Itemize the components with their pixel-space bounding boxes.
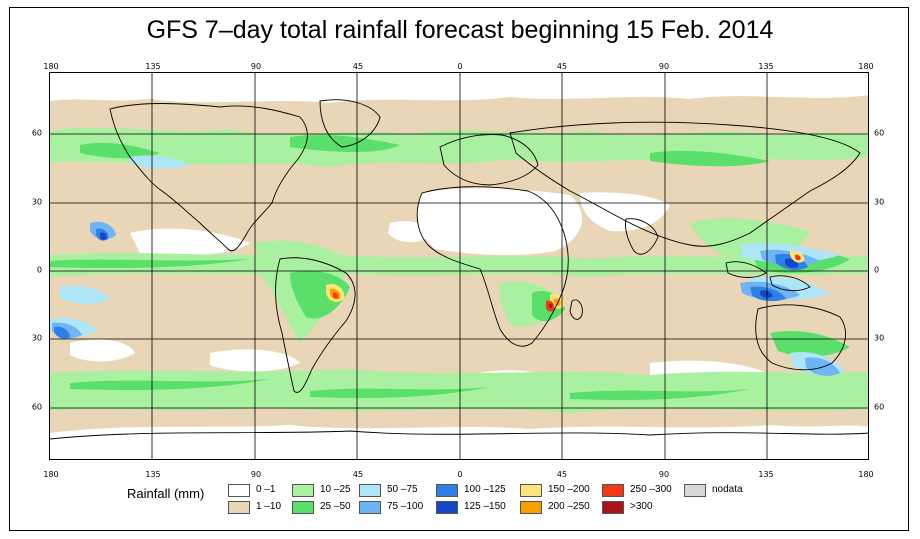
lon-tick-bottom: 135 xyxy=(758,470,774,479)
legend-swatch xyxy=(228,501,250,514)
legend-swatch xyxy=(520,501,542,514)
lon-tick-top: 45 xyxy=(556,62,568,71)
lon-tick-top: 90 xyxy=(250,62,262,71)
legend-label: 75 –100 xyxy=(387,501,424,512)
legend-label: 200 –250 xyxy=(548,501,590,512)
lon-tick-top: 180 xyxy=(858,62,874,71)
lat-tick-left: 0 xyxy=(36,265,42,275)
legend-label: 125 –150 xyxy=(464,501,506,512)
legend-title: Rainfall (mm) xyxy=(127,486,205,501)
map-title: GFS 7–day total rainfall forecast beginn… xyxy=(146,16,774,44)
legend-label: 25 –50 xyxy=(320,501,351,512)
coastlines xyxy=(50,99,868,440)
rain-250-300 xyxy=(333,254,801,312)
legend-label: nodata xyxy=(712,484,743,495)
rain-25-50 xyxy=(50,134,850,400)
legend-label: 50 –75 xyxy=(387,484,418,495)
legend-label: 150 –200 xyxy=(548,484,590,495)
lon-tick-bottom: 180 xyxy=(858,470,874,479)
lon-tick-top: 135 xyxy=(145,62,161,71)
lon-tick-bottom: 45 xyxy=(352,470,364,479)
legend-swatch xyxy=(292,484,314,497)
legend-swatch xyxy=(436,484,458,497)
legend-swatch xyxy=(292,501,314,514)
legend-swatch xyxy=(436,501,458,514)
legend-swatch xyxy=(684,484,706,497)
rainfall-map-svg xyxy=(50,73,868,459)
legend-label: 100 –125 xyxy=(464,484,506,495)
legend: 0 –1 1 –10 10 –25 25 –50 50 –75 75 –100 … xyxy=(228,483,768,515)
lat-tick-right: 60 xyxy=(874,402,885,412)
graticule xyxy=(50,73,868,459)
lon-tick-top: 135 xyxy=(758,62,774,71)
legend-swatch xyxy=(602,484,624,497)
lat-tick-right: 60 xyxy=(874,128,885,138)
legend-swatch xyxy=(520,484,542,497)
lon-tick-bottom: 135 xyxy=(145,470,161,479)
lon-tick-top: 45 xyxy=(352,62,364,71)
lon-tick-top: 90 xyxy=(658,62,670,71)
legend-swatch xyxy=(359,501,381,514)
lon-tick-bottom: 90 xyxy=(658,470,670,479)
lon-tick-bottom: 45 xyxy=(556,470,568,479)
lon-tick-top: 0 xyxy=(457,62,463,71)
rain-over-300 xyxy=(549,303,553,309)
lat-tick-left: 30 xyxy=(31,333,42,343)
lat-tick-left: 60 xyxy=(31,128,42,138)
lat-tick-right: 30 xyxy=(874,333,885,343)
legend-label: 1 –10 xyxy=(256,501,282,512)
legend-swatch xyxy=(359,484,381,497)
legend-swatch xyxy=(228,484,250,497)
legend-label: 10 –25 xyxy=(320,484,351,495)
rainfall-map xyxy=(49,72,869,460)
lon-tick-bottom: 90 xyxy=(250,470,262,479)
lat-tick-right: 30 xyxy=(874,197,885,207)
lon-tick-bottom: 180 xyxy=(43,470,59,479)
legend-label: 0 –1 xyxy=(256,484,276,495)
lon-tick-bottom: 0 xyxy=(457,470,463,479)
lat-tick-left: 30 xyxy=(31,197,42,207)
lat-tick-right: 0 xyxy=(874,265,880,275)
lat-tick-left: 60 xyxy=(31,402,42,412)
legend-label: >300 xyxy=(630,501,653,512)
lon-tick-top: 180 xyxy=(43,62,59,71)
legend-swatch xyxy=(602,501,624,514)
legend-label: 250 –300 xyxy=(630,484,672,495)
figure-frame xyxy=(9,7,909,531)
